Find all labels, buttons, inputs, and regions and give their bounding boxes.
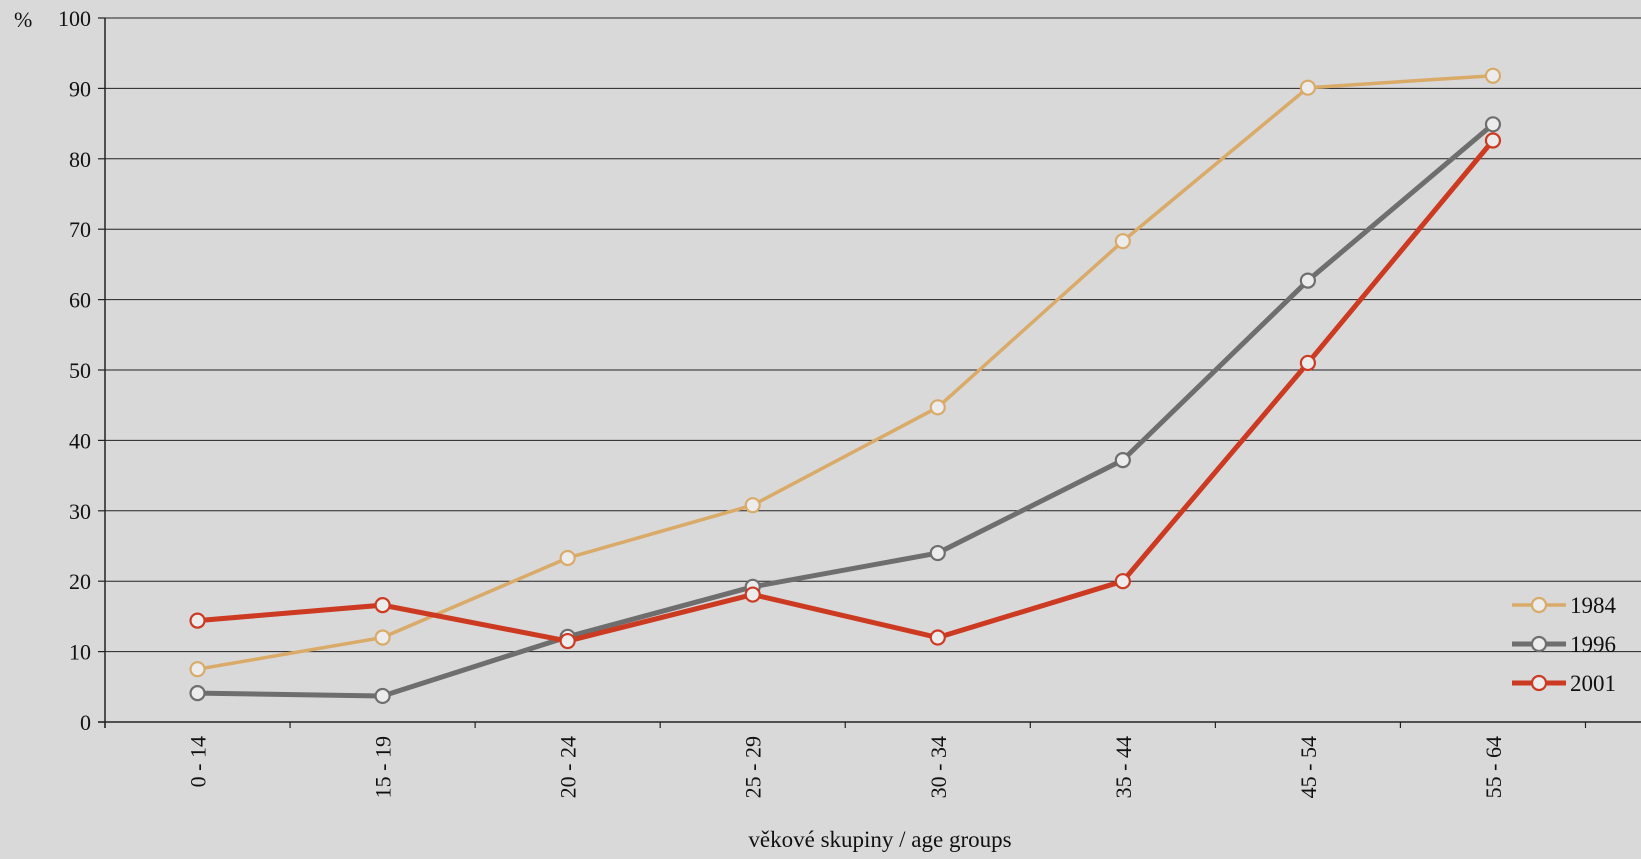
legend: 1984 1996 2001 bbox=[1512, 593, 1617, 696]
data-point-2001 bbox=[561, 634, 575, 648]
data-point-1984 bbox=[931, 400, 945, 414]
x-tick-label: 20 - 24 bbox=[556, 736, 581, 798]
data-point-1996 bbox=[931, 546, 945, 560]
x-axis-label: věkové skupiny / age groups bbox=[748, 827, 1011, 852]
y-tick-label: 0 bbox=[80, 710, 91, 735]
x-tick-label: 0 - 14 bbox=[186, 736, 211, 787]
x-tick-label: 30 - 34 bbox=[926, 736, 951, 798]
legend-label-2001: 2001 bbox=[1570, 671, 1616, 696]
data-point-1996 bbox=[1301, 274, 1315, 288]
y-tick-label: 20 bbox=[69, 569, 91, 594]
series-line-2001 bbox=[198, 140, 1493, 641]
y-tick-label: 80 bbox=[69, 147, 91, 172]
data-point-1984 bbox=[561, 551, 575, 565]
x-tick-label: 55 - 64 bbox=[1481, 736, 1506, 798]
data-point-1996 bbox=[191, 686, 205, 700]
y-tick-label: 50 bbox=[69, 358, 91, 383]
legend-marker-1996 bbox=[1532, 637, 1546, 651]
data-point-2001 bbox=[746, 588, 760, 602]
y-tick-label: 100 bbox=[58, 6, 91, 31]
y-tick-label: 40 bbox=[69, 428, 91, 453]
x-tick-label: 35 - 44 bbox=[1111, 736, 1136, 798]
legend-label-1984: 1984 bbox=[1570, 593, 1617, 618]
data-point-2001 bbox=[191, 614, 205, 628]
data-point-1996 bbox=[1486, 117, 1500, 131]
legend-marker-2001 bbox=[1532, 676, 1546, 690]
data-point-2001 bbox=[376, 598, 390, 612]
x-tick-label: 45 - 54 bbox=[1296, 736, 1321, 798]
data-point-1984 bbox=[1486, 69, 1500, 83]
grid-layer bbox=[105, 18, 1641, 722]
legend-marker-1984 bbox=[1532, 598, 1546, 612]
data-point-2001 bbox=[1301, 356, 1315, 370]
series-layer bbox=[191, 69, 1500, 703]
x-tick-label: 15 - 19 bbox=[371, 736, 396, 798]
data-point-1984 bbox=[1116, 234, 1130, 248]
data-point-1996 bbox=[1116, 453, 1130, 467]
data-point-1984 bbox=[1301, 81, 1315, 95]
series-line-1996 bbox=[198, 124, 1493, 696]
data-point-1996 bbox=[376, 689, 390, 703]
x-tick-label: 25 - 29 bbox=[741, 736, 766, 798]
y-tick-label: 70 bbox=[69, 217, 91, 242]
axis-layer: 0 10 20 30 40 50 60 70 80 90 100 0 - 14 15 - 19 20 - … bbox=[58, 6, 1641, 798]
data-point-1984 bbox=[376, 631, 390, 645]
data-point-2001 bbox=[1486, 133, 1500, 147]
y-tick-label: 90 bbox=[69, 76, 91, 101]
data-point-1984 bbox=[746, 498, 760, 512]
data-point-2001 bbox=[931, 631, 945, 645]
data-point-1984 bbox=[191, 662, 205, 676]
data-point-2001 bbox=[1116, 574, 1130, 588]
y-tick-label: 60 bbox=[69, 288, 91, 313]
y-axis-unit-label: % bbox=[14, 7, 32, 32]
y-tick-label: 10 bbox=[69, 640, 91, 665]
legend-label-1996: 1996 bbox=[1570, 632, 1616, 657]
y-tick-label: 30 bbox=[69, 499, 91, 524]
